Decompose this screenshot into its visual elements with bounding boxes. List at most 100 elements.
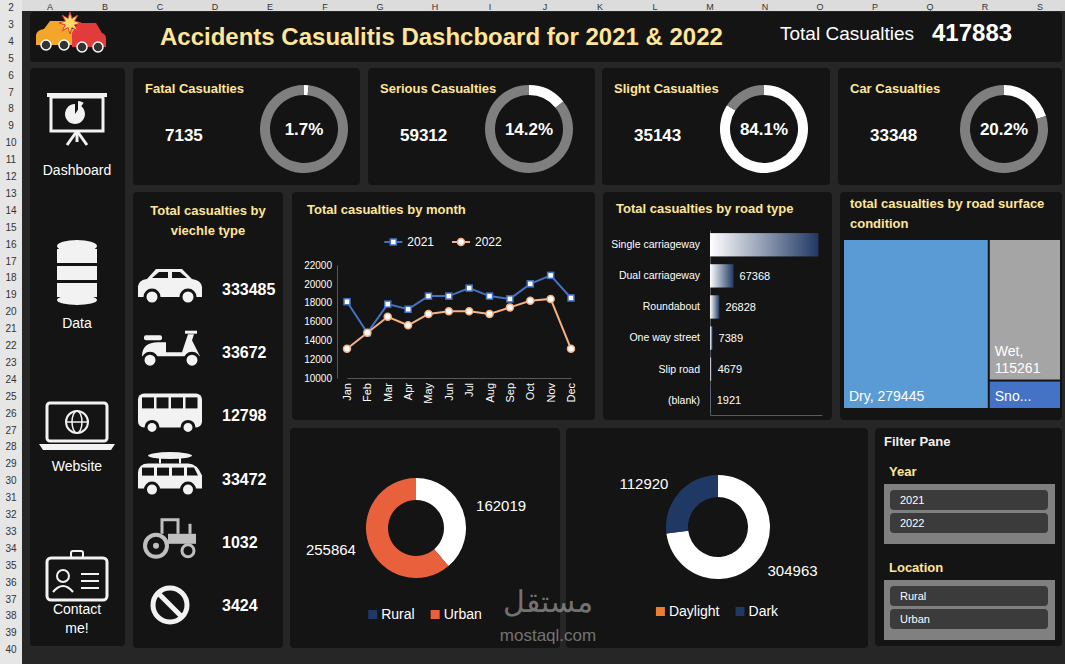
- icon-part: [77, 42, 87, 52]
- tick-label: Aug: [484, 383, 496, 403]
- series-marker: [405, 322, 412, 329]
- series-marker: [527, 281, 533, 287]
- tick-label: Nov: [545, 383, 557, 403]
- row-header: 11: [6, 154, 17, 165]
- tick: (blank): [668, 394, 710, 406]
- tick-label: Slip road: [659, 362, 701, 374]
- icon-part: [71, 551, 83, 558]
- nav-panel: [30, 68, 125, 646]
- icon-part: [159, 458, 161, 464]
- column-header: R: [982, 2, 989, 12]
- data-label: 304963: [768, 562, 818, 579]
- legend: RuralUrban: [368, 606, 482, 622]
- plot-area: [710, 233, 818, 412]
- legend: 2021 2022: [384, 235, 502, 249]
- kpi-value: 35143: [634, 126, 681, 145]
- data-label: Dry, 279445: [849, 388, 924, 404]
- icon-part: [186, 397, 198, 408]
- series-marker: [364, 329, 371, 336]
- icon-part: [57, 249, 97, 263]
- row-header: 9: [8, 120, 14, 131]
- icon-part: [182, 421, 194, 433]
- slicer-button[interactable]: [890, 490, 1048, 510]
- icon-part: [171, 397, 183, 408]
- tick: May: [422, 378, 434, 404]
- series-line: [347, 299, 571, 349]
- data-label: 1921: [717, 394, 741, 406]
- slicer-button[interactable]: [890, 586, 1048, 606]
- slicer-label: Urban: [900, 613, 930, 625]
- icon-part: [157, 468, 169, 476]
- tick-label: Sep: [504, 383, 516, 403]
- column-header: H: [432, 2, 439, 12]
- data-label: 333485: [222, 281, 275, 298]
- kpi-percent: 14.2%: [505, 120, 553, 139]
- tick: Mar: [382, 378, 394, 402]
- dashboard: ABCDEFGHIJKLMNOPQRS234567891011121314151…: [0, 0, 1065, 664]
- row-header: 28: [5, 441, 17, 452]
- slicer-button[interactable]: [890, 609, 1048, 629]
- icon-part: [145, 535, 167, 557]
- series-marker: [506, 304, 513, 311]
- tick: Roundabout: [643, 300, 710, 312]
- nav-item[interactable]: Contactme!: [47, 551, 107, 636]
- background: [0, 0, 1065, 664]
- kpi-percent: 20.2%: [980, 120, 1028, 139]
- tick-label: One way street: [629, 331, 700, 343]
- doughnut-chart: 162019255864RuralUrban: [306, 478, 526, 622]
- tick-label: 16000: [304, 316, 332, 327]
- legend-label: 2021: [407, 235, 434, 249]
- legend-swatch: [736, 607, 745, 616]
- vehicle-icon: [138, 452, 202, 496]
- bar: [710, 357, 712, 380]
- nav-item[interactable]: Website: [39, 403, 115, 474]
- tick-label: 18000: [304, 297, 332, 308]
- slicer-item[interactable]: 2022: [890, 513, 1048, 533]
- row-header: 30: [5, 475, 17, 486]
- data-label: Sno...: [995, 388, 1032, 404]
- tick: Aug: [484, 378, 496, 403]
- gauge-chart: Slight Casualties3514384.1%: [614, 81, 808, 173]
- icon-part: [181, 290, 195, 304]
- icon-part: [179, 458, 181, 464]
- row-header: 23: [5, 357, 17, 368]
- series-line: [347, 275, 571, 332]
- nav-item[interactable]: Dashboard: [43, 93, 112, 178]
- nav-icon: [39, 403, 115, 450]
- tick: Dec: [565, 378, 577, 403]
- slicer-item[interactable]: Rural: [890, 586, 1048, 606]
- row-header: 32: [5, 509, 17, 520]
- row-header: 17: [5, 256, 17, 267]
- kpi-panel: [133, 68, 360, 185]
- row-header-strip: [0, 0, 22, 664]
- watermark: مستقل: [503, 585, 593, 618]
- tick: 14000: [304, 335, 337, 346]
- column-header: N: [762, 2, 769, 12]
- icon-part: [51, 97, 103, 131]
- row-header: 40: [5, 644, 17, 655]
- nav-item[interactable]: Data: [57, 240, 97, 331]
- row-header: 22: [5, 340, 17, 351]
- tick-label: Feb: [361, 383, 373, 402]
- column-header-strip: [0, 0, 1065, 11]
- x-axis: [711, 415, 823, 416]
- chart-title: total casualties by road surfaceconditio…: [850, 196, 1044, 231]
- slicer-item[interactable]: 2021: [890, 490, 1048, 510]
- row-header: 27: [5, 425, 17, 436]
- tick-label: Oct: [524, 383, 536, 400]
- row-header: 8: [8, 103, 14, 114]
- vehicle-icon: [138, 269, 202, 304]
- series-marker: [507, 296, 513, 302]
- row-header: 20: [5, 306, 17, 317]
- icon-part: [172, 272, 187, 278]
- legend-label: 2022: [475, 235, 502, 249]
- slicer-button[interactable]: [890, 513, 1048, 533]
- series-marker: [364, 330, 370, 336]
- legend-label: Rural: [381, 606, 414, 622]
- row-header: 25: [5, 391, 17, 402]
- tick-label: Jun: [443, 383, 455, 401]
- row-header: 33: [5, 526, 17, 537]
- slicer-item[interactable]: Urban: [890, 609, 1048, 629]
- data-label: 67368: [740, 270, 771, 282]
- total-label: Total Casualties: [780, 23, 914, 44]
